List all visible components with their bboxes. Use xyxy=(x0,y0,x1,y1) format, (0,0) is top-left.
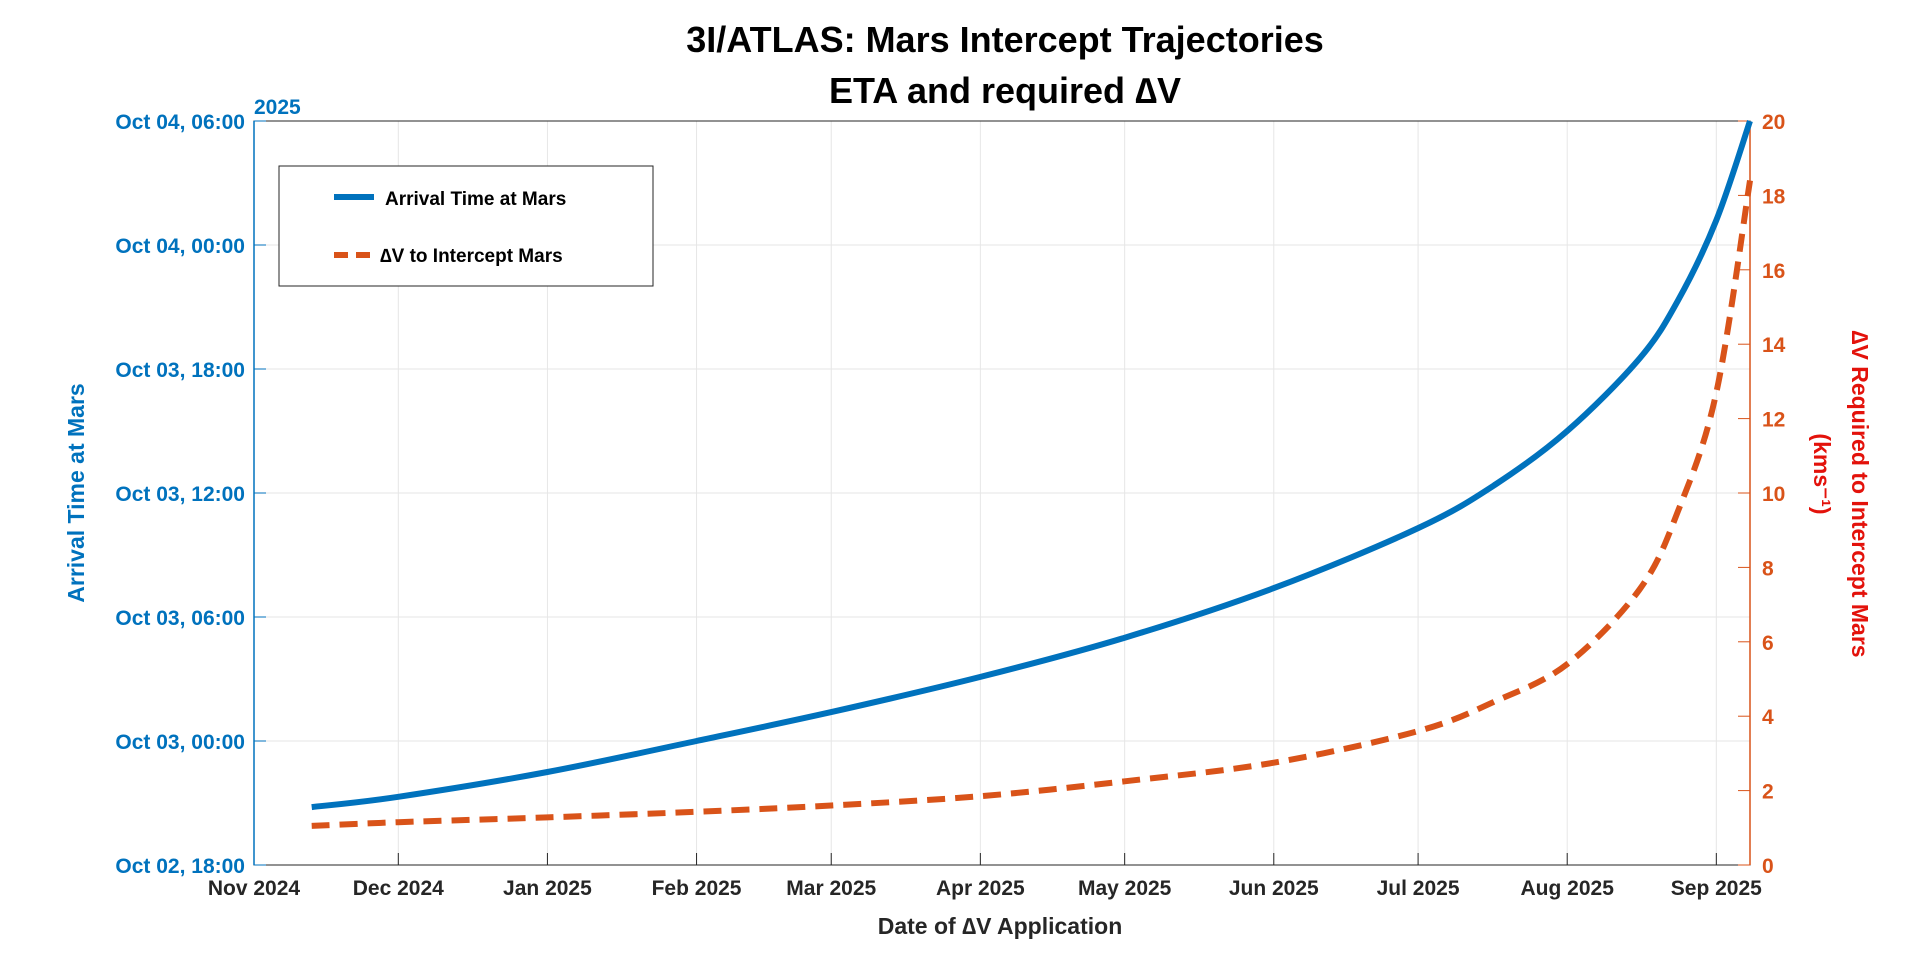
x-tick-label: May 2025 xyxy=(1078,877,1172,900)
y-left-tick-label: Oct 03, 18:00 xyxy=(115,359,245,382)
y-right-axis: 0 2 4 6 8 10 12 14 16 18 20 xyxy=(1738,111,1786,878)
series-delta-v-line xyxy=(311,180,1753,829)
x-year-label: 2025 xyxy=(254,96,301,119)
y-right-tick-label: 16 xyxy=(1762,260,1785,283)
y-right-axis-units: (kms⁻¹) xyxy=(1809,433,1835,514)
y-left-tick-label: Oct 04, 00:00 xyxy=(115,235,245,258)
y-left-axis: Oct 02, 18:00 Oct 03, 00:00 Oct 03, 06:00 O… xyxy=(115,111,266,878)
x-tick-label: Feb 2025 xyxy=(652,877,742,900)
y-right-tick-label: 10 xyxy=(1762,483,1785,506)
y-right-tick-label: 12 xyxy=(1762,409,1785,432)
y-right-axis-label: ∆V Required to Intercept Mars xyxy=(1847,330,1873,657)
x-tick-label: Sep 2025 xyxy=(1671,877,1762,900)
y-left-axis-label: Arrival Time at Mars xyxy=(63,383,89,602)
x-tick-label: Jul 2025 xyxy=(1377,877,1460,900)
chart-title: 3I/ATLAS: Mars Intercept Trajectories xyxy=(686,19,1324,60)
y-left-tick-label: Oct 02, 18:00 xyxy=(115,855,245,878)
y-right-tick-label: 18 xyxy=(1762,185,1786,208)
y-right-tick-label: 4 xyxy=(1762,706,1774,729)
y-left-tick-label: Oct 03, 06:00 xyxy=(115,607,245,630)
x-tick-label: Jan 2025 xyxy=(503,877,592,900)
x-tick-label: Jun 2025 xyxy=(1229,877,1319,900)
y-right-tick-label: 8 xyxy=(1762,557,1774,580)
legend-label-deltav: ∆V to Intercept Mars xyxy=(380,246,563,267)
series-layer xyxy=(311,120,1753,829)
x-axis: Nov 2024 Dec 2024 Jan 2025 Feb 2025 Mar 2025… xyxy=(208,853,1762,900)
legend-box xyxy=(278,165,654,287)
y-right-tick-label: 14 xyxy=(1762,334,1786,357)
y-right-tick-label: 0 xyxy=(1762,855,1774,878)
x-tick-label: Apr 2025 xyxy=(936,877,1025,900)
grid xyxy=(254,121,1750,865)
legend: Arrival Time at Mars ∆V to Intercept Mar… xyxy=(278,165,654,287)
y-right-tick-label: 2 xyxy=(1762,781,1774,804)
chart-subtitle: ETA and required ∆V xyxy=(829,70,1181,111)
x-tick-label: Nov 2024 xyxy=(208,877,301,900)
y-right-tick-label: 20 xyxy=(1762,111,1785,134)
series-arrival-time-line xyxy=(311,120,1753,811)
legend-label-arrival: Arrival Time at Mars xyxy=(385,189,566,210)
x-tick-label: Dec 2024 xyxy=(353,877,444,900)
x-tick-label: Mar 2025 xyxy=(786,877,876,900)
y-left-tick-label: Oct 03, 00:00 xyxy=(115,731,245,754)
y-left-tick-label: Oct 03, 12:00 xyxy=(115,483,245,506)
x-axis-label: Date of ∆V Application xyxy=(878,913,1123,939)
y-left-tick-label: Oct 04, 06:00 xyxy=(115,111,245,134)
x-tick-label: Aug 2025 xyxy=(1521,877,1615,900)
y-right-tick-label: 6 xyxy=(1762,632,1774,655)
